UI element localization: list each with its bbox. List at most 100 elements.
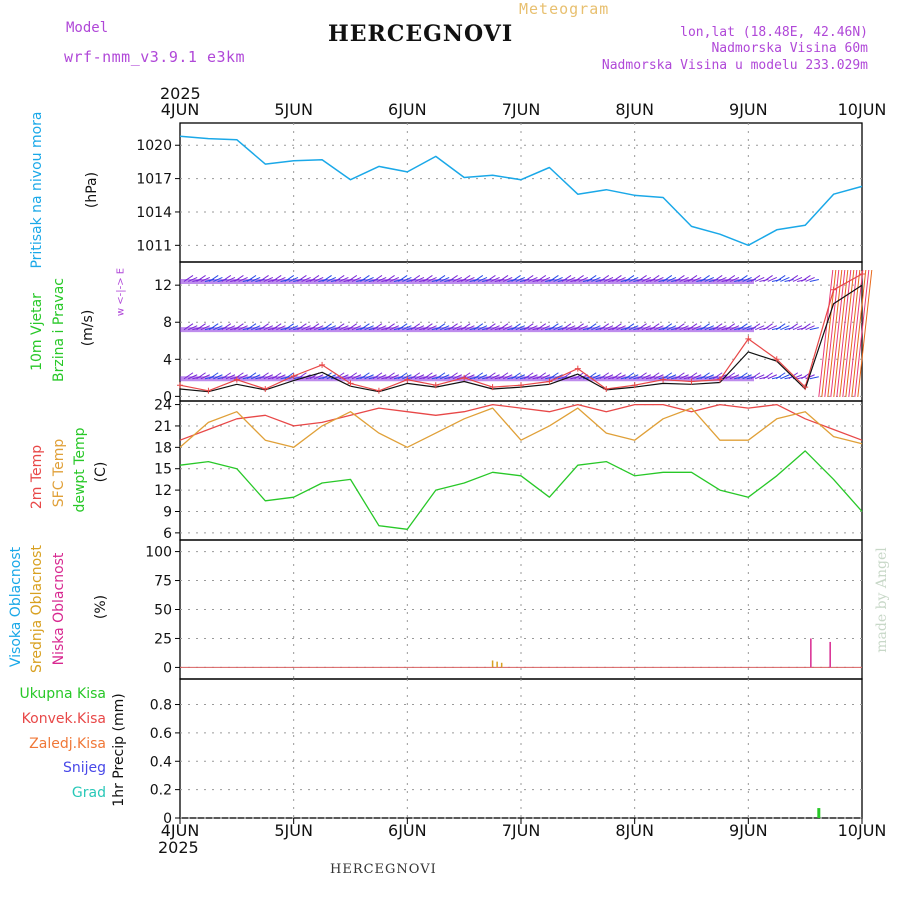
x-tick-label-bottom: 8JUN (615, 821, 654, 840)
wind-barb (578, 325, 589, 331)
wind-barb (725, 275, 736, 282)
wind-barb (662, 372, 673, 380)
wind-barb (586, 372, 597, 380)
wind-barb (528, 374, 538, 380)
wind-barb (654, 325, 664, 331)
wind-gust-point (745, 335, 752, 342)
x-tick-label-top: 6JUN (388, 100, 427, 119)
wind-barb (687, 275, 698, 282)
wind-barb (624, 323, 635, 331)
wind-barb (389, 325, 400, 331)
wind-barb (246, 372, 257, 380)
wind-barb (427, 277, 437, 282)
wind-barb (712, 275, 723, 282)
wind-barb (372, 275, 383, 282)
temp-sfc-line (179, 407, 863, 448)
wind-barb (427, 325, 437, 331)
wind-gust-point (773, 356, 780, 363)
y-tick-label: 0 (163, 811, 172, 827)
wind-barb (704, 277, 715, 282)
wind-barb (439, 374, 450, 380)
wind-barb (246, 275, 257, 282)
wind-barb (351, 325, 362, 331)
wind-barb (414, 325, 425, 331)
wind-barb (435, 372, 446, 380)
wind-barb (540, 374, 551, 380)
wind-barb (574, 275, 584, 282)
x-tick-label-bottom: 4JUN (161, 821, 200, 840)
y-tick-label: 15 (154, 462, 172, 478)
wind-barb (599, 372, 610, 380)
wind-barb (313, 277, 324, 282)
wind-gust-point (432, 382, 439, 389)
wind-barb (385, 323, 395, 331)
wind-barb (780, 374, 790, 380)
wind-barb (402, 325, 412, 331)
wind-barb (679, 374, 689, 380)
wind-storm-hatch (830, 269, 846, 398)
wind-gust-point (716, 376, 723, 383)
wind-barb (385, 372, 395, 380)
y-tick-label: 0.2 (150, 783, 172, 799)
x-tick-label-bottom: 9JUN (729, 821, 768, 840)
wind-barb (339, 374, 349, 380)
wind-barb (523, 275, 534, 282)
wind-barb (376, 374, 387, 380)
wind-barb (297, 372, 307, 380)
wind-barb (360, 323, 370, 331)
wind-barb (780, 277, 790, 282)
y-tick-label: 0.4 (150, 754, 172, 770)
wind-barb (523, 323, 534, 331)
wind-barb (616, 374, 626, 380)
wind-barb (763, 275, 773, 282)
precip-total-label: Ukupna Kisa (19, 686, 106, 702)
wind-barb (662, 323, 673, 331)
wind-barb (666, 325, 677, 331)
wind-barb (666, 277, 677, 282)
wind-storm-hatch (848, 269, 864, 398)
wind-barb (183, 275, 194, 282)
wind-barb (574, 372, 584, 380)
wind-barb (738, 323, 748, 331)
wind-barb (246, 323, 257, 331)
wind-storm-hatch (845, 269, 861, 398)
wind-barb (213, 277, 223, 282)
wind-barb (649, 323, 660, 331)
wind-barb (742, 277, 752, 282)
y-tick-label: 4 (163, 352, 172, 368)
wind-barb (738, 275, 748, 282)
precip-bar (817, 808, 821, 818)
wind-barb (654, 374, 664, 380)
wind-barb (360, 372, 370, 380)
wind-barb (742, 325, 752, 331)
wind-barb (439, 325, 450, 331)
wind-barb (738, 372, 748, 380)
wind-barb (276, 374, 286, 380)
wind-barb (675, 323, 685, 331)
wind-barb (477, 374, 488, 380)
wind-barb (628, 325, 639, 331)
y-tick-label: 100 (145, 545, 172, 561)
wind-barb (767, 325, 778, 331)
wind-barb (234, 275, 244, 282)
wind-barb (691, 277, 702, 282)
wind-barb (372, 372, 383, 380)
wind-barb (549, 372, 559, 380)
wind-barb (313, 325, 324, 331)
panel-frame-4 (179, 678, 863, 819)
wind-barb (276, 325, 286, 331)
wind-barb (750, 372, 761, 380)
wind-gust-point (290, 372, 297, 379)
wind-barb (549, 275, 559, 282)
wind-barb (561, 323, 572, 331)
wind-barb (775, 275, 786, 282)
wind-barb (763, 372, 773, 380)
wind-gust-point (574, 365, 581, 372)
wind-barb (528, 325, 538, 331)
wind-gust-point (688, 378, 695, 385)
wind-gust-point (489, 384, 496, 391)
wind-barb (792, 325, 803, 331)
wind-storm-hatch (857, 269, 873, 398)
wind-barb (700, 372, 710, 380)
wind-barb (788, 275, 799, 282)
